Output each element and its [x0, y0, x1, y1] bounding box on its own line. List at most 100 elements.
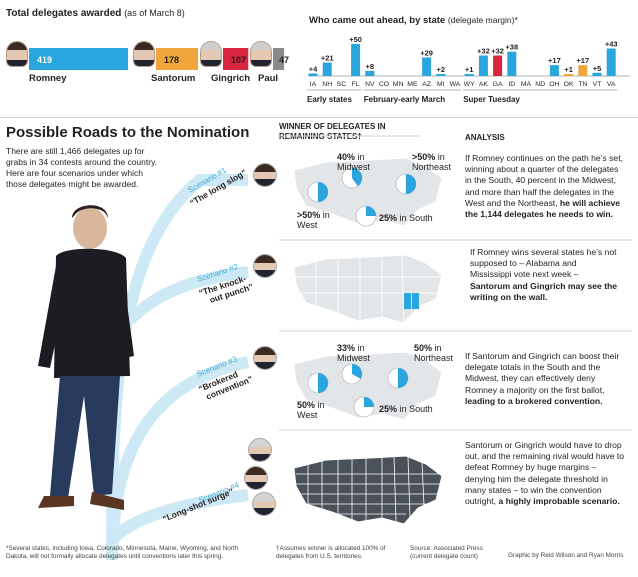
margin-label-nv: +8	[366, 62, 375, 71]
margin-label-ga: +32	[491, 47, 504, 56]
state-tick-ak: AK	[479, 81, 489, 88]
state-tick-mi: MI	[437, 81, 445, 88]
margin-label-ok: +1	[564, 65, 573, 74]
margin-bar-ak	[478, 55, 488, 76]
pie-slice-s1-west	[318, 182, 328, 202]
candidate-name-gingrich: Gingrich	[211, 73, 250, 84]
section-divider	[0, 117, 638, 118]
state-tick-ma: MA	[521, 81, 532, 88]
state-tick-me: ME	[407, 81, 418, 88]
pie-slice-s1-south	[366, 206, 376, 216]
state-tick-tn: TN	[578, 81, 587, 88]
state-tick-nd: ND	[535, 81, 545, 88]
group-label-1: February-early March	[364, 95, 445, 104]
scenario-2-romney-portrait	[253, 254, 277, 278]
footnote-territories: †Assumes winner is allocated 100% of del…	[276, 545, 386, 560]
state-tick-va: VA	[607, 81, 616, 88]
s3-midwest-label: 33% in Midwest	[337, 343, 371, 363]
state-tick-oh: OH	[549, 81, 559, 88]
state-tick-nh: NH	[322, 81, 332, 88]
scenario-4-gingrich-portrait	[248, 438, 272, 462]
delegate-bar-santorum	[156, 48, 199, 70]
footnote-states: *Several states, including Iowa, Colorad…	[6, 545, 239, 560]
margin-label-az: +29	[420, 48, 433, 57]
margin-bar-nh	[322, 62, 332, 76]
delegate-bar-paul	[273, 48, 285, 70]
margin-bar-id	[507, 51, 517, 76]
walking-romney-figure	[38, 205, 134, 510]
state-tick-ok: OK	[564, 81, 574, 88]
analysis-scenario-4: Santorum or Gingrich would have to drop …	[465, 440, 625, 507]
margin-title: Who came out ahead, by state (delegate m…	[309, 15, 518, 26]
analysis-scenario-3: If Santorum and Gingrich can boost their…	[465, 351, 620, 406]
analysis-scenario-1: If Romney continues on the path he’s set…	[465, 153, 623, 220]
margin-bar-az	[422, 57, 432, 76]
state-tick-co: CO	[379, 81, 389, 88]
margin-bar-va	[606, 48, 616, 76]
delegate-bar-romney	[29, 48, 128, 70]
margin-label-mi: +2	[437, 65, 446, 74]
analysis-column-header: ANALYSIS	[465, 133, 505, 142]
delegate-value-romney: 419	[37, 55, 52, 65]
state-tick-wy: WY	[464, 81, 475, 88]
margin-bar-ia	[308, 73, 318, 76]
candidate-name-romney: Romney	[29, 73, 67, 84]
scenario-4-paul-portrait	[252, 492, 276, 516]
margin-bar-oh	[549, 65, 559, 76]
candidate-name-santorum: Santorum	[151, 73, 195, 84]
margin-label-ia: +4	[309, 64, 318, 73]
s1-northeast-label: >50% in Northeast	[412, 152, 452, 172]
state-tick-az: AZ	[422, 81, 431, 88]
delegate-value-santorum: 178	[164, 55, 179, 65]
pie-slice-s1-midwest	[352, 168, 362, 187]
state-tick-wa: WA	[450, 81, 461, 88]
margin-bar-tn	[578, 65, 588, 76]
state-tick-id: ID	[508, 81, 515, 88]
delegate-bar-gingrich	[223, 48, 249, 70]
state-tick-fl: FL	[352, 81, 360, 88]
margin-label-tn: +17	[576, 56, 589, 65]
scenario-2-map	[293, 254, 443, 324]
analysis-scenario-2: If Romney wins several states he’s not s…	[470, 247, 618, 302]
footnote-source: Source: Associated Press (current delega…	[410, 545, 483, 560]
margin-label-oh: +17	[548, 56, 561, 65]
state-tick-mn: MN	[393, 81, 404, 88]
scenario-3-map	[293, 351, 443, 421]
romney-portrait	[6, 41, 28, 67]
margin-label-va: +43	[605, 39, 618, 48]
pie-slice-s3-south	[364, 397, 374, 407]
roads-intro: There are still 1,466 delegates up for g…	[6, 146, 158, 189]
state-margin-bar-chart: +4 IA +21 NH SC +50 FL +8 NV CO MN ME +29 AZ +2 MI WA +1 W…	[307, 35, 630, 104]
candidate-name-paul: Paul	[258, 73, 278, 84]
scenario-3-romney-portrait	[253, 346, 277, 370]
state-tick-sc: SC	[337, 81, 347, 88]
state-tick-vt: VT	[593, 81, 602, 88]
roads-title: Possible Roads to the Nomination	[6, 124, 250, 141]
state-tick-nv: NV	[365, 81, 375, 88]
margin-label-vt: +5	[593, 64, 602, 73]
margin-label-wy: +1	[465, 65, 474, 74]
margin-label-id: +38	[505, 43, 518, 52]
graphic-credit: Graphic by Reid Wilson and Ryan Morris	[508, 552, 624, 559]
s1-midwest-label: 40% in Midwest	[337, 152, 371, 172]
scenario-4-santorum-portrait	[244, 466, 268, 490]
group-label-0: Early states	[307, 95, 352, 104]
gingrich-portrait	[200, 41, 222, 67]
pie-slice-s1-northeast	[406, 174, 416, 194]
s1-west-label: >50% in West	[297, 210, 330, 230]
margin-label-nh: +21	[321, 54, 334, 63]
delegate-value-gingrich: 107	[231, 55, 246, 65]
s3-west-label: 50% in West	[297, 400, 325, 420]
margin-label-fl: +50	[349, 35, 362, 44]
scenario-4-map	[293, 455, 443, 525]
s3-south-label: 25% in South	[379, 404, 433, 414]
margin-bar-mi	[436, 74, 446, 76]
pie-slice-s3-midwest	[352, 364, 362, 379]
margin-bar-vt	[592, 72, 602, 76]
state-tick-ga: GA	[493, 81, 503, 88]
margin-bar-wy	[464, 74, 474, 76]
pie-slice-s3-west	[318, 373, 328, 393]
margin-label-ak: +32	[477, 47, 490, 56]
